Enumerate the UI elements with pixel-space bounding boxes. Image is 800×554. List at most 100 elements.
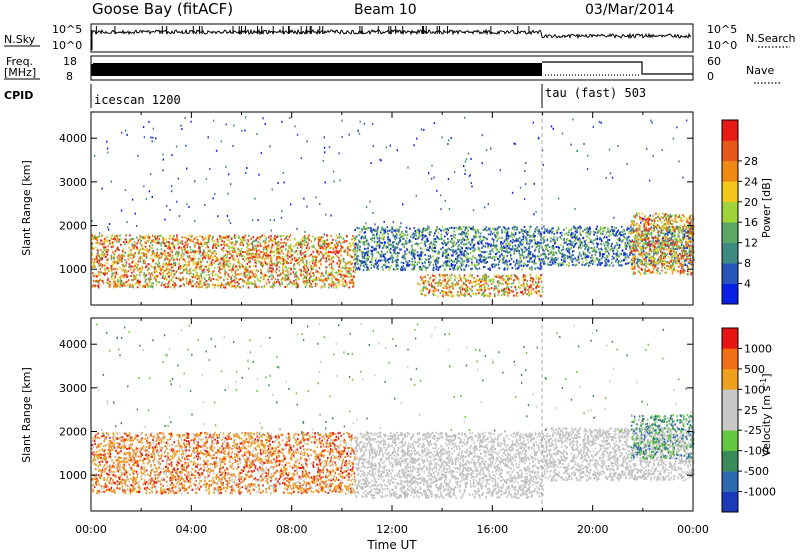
echo-mark-0-1-438 xyxy=(461,233,463,236)
echo-mark-0-0-1447 xyxy=(334,244,336,247)
echo-mark-0-3-203 xyxy=(629,240,632,243)
echo-mark-0-0-178 xyxy=(289,245,292,248)
echo-mark-0-2-292 xyxy=(540,274,542,277)
echo-mark-0-0-379 xyxy=(124,274,127,277)
echo-mark-0-2-315 xyxy=(505,286,508,289)
echo-mark-0-0-1756 xyxy=(343,274,346,277)
echo-mark-0-1-1352 xyxy=(530,257,532,260)
echo-mark-0-0-566 xyxy=(119,256,121,259)
echo-mark-0-0-1929 xyxy=(187,238,190,240)
echo-mark-0-2-76 xyxy=(467,293,469,296)
echo-mark-0-0-1872 xyxy=(284,248,287,251)
date-title: 03/Mar/2014 xyxy=(585,2,674,18)
echo-mark-0-0-2008 xyxy=(316,250,318,253)
echo-mark-0-0-106 xyxy=(195,285,198,288)
echo-mark-0-0-1813 xyxy=(213,284,215,287)
echo-mark-0-2-490 xyxy=(481,277,484,280)
echo-mark-0-1-907 xyxy=(357,255,360,257)
echo-mark-0-1-956 xyxy=(502,246,504,249)
echo-mark-0-2-485 xyxy=(465,277,467,280)
echo-mark-0-1-1402 xyxy=(364,240,367,243)
echo-mark-0-1-328 xyxy=(542,258,544,261)
echo-mark-0-0-702 xyxy=(146,248,149,251)
echo-mark-0-3-124 xyxy=(682,245,685,248)
echo-mark-0-0-1035 xyxy=(253,240,256,242)
echo-mark-0-1-467 xyxy=(436,266,439,269)
echo-mark-0-2-358 xyxy=(472,292,474,295)
echo-mark-0-0-1547 xyxy=(94,237,97,240)
echo-mark-0-2-325 xyxy=(529,292,531,295)
echo-mark-0-1-822 xyxy=(426,238,428,241)
echo-mark-0-0-25 xyxy=(157,255,159,258)
echo-mark-0-1-500 xyxy=(484,251,486,253)
echo-mark-0-0-1102 xyxy=(167,251,169,254)
echo-mark-0-2-443 xyxy=(460,293,462,296)
echo-mark-0-0-1780 xyxy=(317,236,320,239)
echo-mark-0-0-640 xyxy=(285,242,287,245)
echo-mark-0-2-348 xyxy=(478,283,481,286)
echo-mark-0-1-1112 xyxy=(439,265,442,268)
echo-mark-0-0-1595 xyxy=(131,261,134,264)
echo-mark-0-0-548 xyxy=(129,256,131,259)
echo-mark-0-1-719 xyxy=(366,263,368,266)
echo-mark-0-2-441 xyxy=(537,278,540,281)
echo-mark-0-2-31 xyxy=(461,293,463,296)
echo-mark-0-0-1842 xyxy=(136,286,139,289)
echo-mark-0-0-2464 xyxy=(132,276,135,278)
echo-mark-0-1-734 xyxy=(381,226,383,229)
echo-mark-0-0-1162 xyxy=(317,250,319,253)
echo-mark-0-0-2005 xyxy=(91,234,93,237)
echo-mark-0-1-694 xyxy=(371,229,374,232)
echo-mark-0-1-912 xyxy=(436,228,439,231)
echo-mark-0-0-524 xyxy=(114,274,117,277)
echo-mark-0-0-1696 xyxy=(178,262,180,265)
echo-mark-0-0-869 xyxy=(315,269,318,272)
echo-mark-0-0-1597 xyxy=(106,281,108,284)
echo-mark-0-1-1105 xyxy=(396,242,398,245)
echo-mark-0-0-2516 xyxy=(117,281,119,284)
echo-mark-0-0-2351 xyxy=(106,253,109,256)
echo-mark-0-2-322 xyxy=(526,279,528,282)
echo-mark-0-3-297 xyxy=(612,230,614,233)
echo-mark-0-2-259 xyxy=(519,287,521,289)
echo-mark-0-2-369 xyxy=(524,289,527,292)
echo-mark-0-1-181 xyxy=(443,235,446,238)
echo-mark-0-1-883 xyxy=(396,267,399,270)
echo-mark-0-1-967 xyxy=(360,260,363,262)
echo-mark-0-0-119 xyxy=(198,245,200,248)
echo-mark-0-1-1192 xyxy=(395,261,398,264)
echo-mark-0-0-152 xyxy=(306,244,309,247)
echo-mark-0-1-419 xyxy=(370,229,372,232)
echo-mark-0-3-136 xyxy=(570,229,572,232)
echo-mark-0-0-1554 xyxy=(190,271,192,274)
echo-mark-0-1-980 xyxy=(376,228,379,231)
echo-mark-0-1-963 xyxy=(461,258,463,260)
echo-mark-0-0-321 xyxy=(310,283,313,285)
echo-mark-0-2-324 xyxy=(484,281,487,284)
nave-line xyxy=(542,61,693,75)
echo-mark-0-0-2411 xyxy=(259,238,261,241)
echo-mark-0-0-1072 xyxy=(141,286,144,289)
echo-mark-0-0-706 xyxy=(286,278,288,281)
echo-mark-0-0-874 xyxy=(285,244,287,247)
echo-mark-0-0-1295 xyxy=(166,286,168,289)
echo-mark-0-0-2404 xyxy=(208,276,211,279)
echo-mark-0-0-1824 xyxy=(263,286,266,289)
echo-mark-0-1-512 xyxy=(487,243,490,246)
echo-mark-0-0-1580 xyxy=(151,240,154,243)
echo-mark-0-0-2274 xyxy=(197,240,200,243)
echo-mark-0-0-373 xyxy=(318,267,321,269)
echo-mark-0-0-1442 xyxy=(345,235,348,237)
echo-mark-0-0-1419 xyxy=(196,241,199,244)
echo-mark-0-0-1120 xyxy=(314,261,316,264)
echo-mark-0-0-2478 xyxy=(333,276,336,279)
echo-mark-0-1-1171 xyxy=(437,260,440,263)
echo-mark-0-0-2094 xyxy=(293,266,295,269)
echo-mark-0-2-172 xyxy=(438,275,441,278)
echo-mark-0-0-461 xyxy=(93,235,96,238)
echo-mark-0-0-1331 xyxy=(156,254,158,257)
echo-mark-0-2-384 xyxy=(458,294,460,297)
echo-mark-0-3-401 xyxy=(642,230,644,233)
echo-mark-0-3-261 xyxy=(582,230,584,233)
echo-mark-0-1-1215 xyxy=(422,227,425,230)
